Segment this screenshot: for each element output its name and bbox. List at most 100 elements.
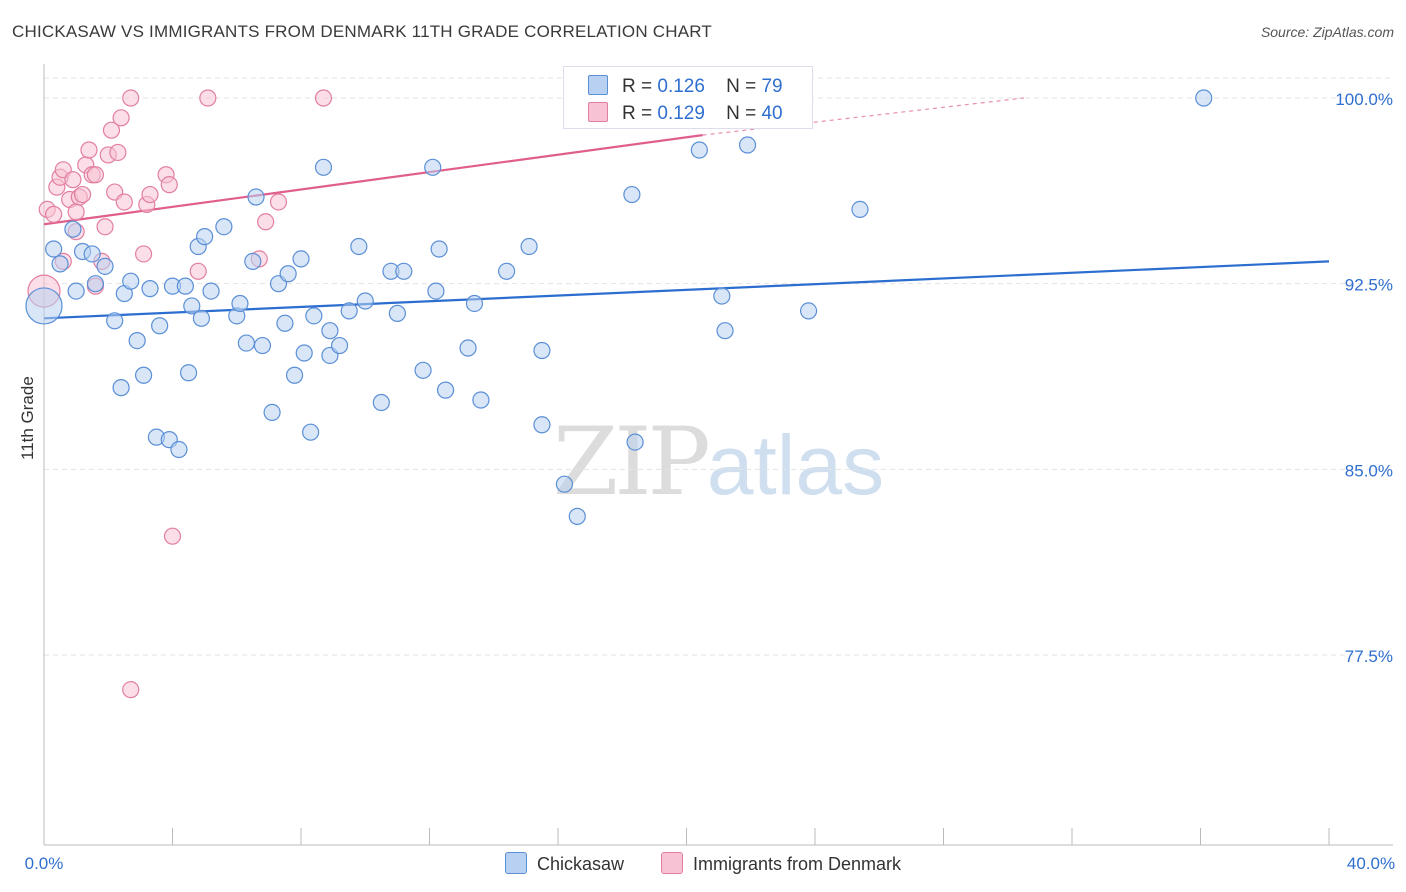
- point-chickasaw: [134, 366, 153, 384]
- n-label: N =: [726, 103, 757, 124]
- point-chickasaw: [395, 262, 413, 280]
- point-denmark: [163, 527, 182, 545]
- point-chickasaw: [305, 307, 323, 325]
- point-chickasaw: [436, 381, 455, 399]
- point-chickasaw: [372, 393, 390, 412]
- chart-title: CHICKASAW VS IMMIGRANTS FROM DENMARK 11T…: [12, 22, 712, 41]
- y-tick-label: 85.0%: [1345, 461, 1393, 480]
- trend-line-denmark-extrapolated: [702, 97, 1024, 136]
- source-label: Source: ZipAtlas.com: [1260, 24, 1394, 40]
- point-chickasaw: [321, 322, 339, 340]
- r-value: 0.126: [657, 76, 705, 97]
- point-chickasaw: [96, 257, 114, 275]
- point-chickasaw: [350, 237, 368, 256]
- point-denmark: [189, 262, 207, 280]
- point-chickasaw: [388, 304, 406, 322]
- series-legend: Chickasaw Immigrants from Denmark: [0, 852, 1406, 875]
- legend-swatch-pink: [661, 852, 683, 874]
- point-denmark: [122, 89, 140, 107]
- point-chickasaw: [83, 245, 101, 263]
- point-chickasaw: [25, 287, 63, 325]
- point-chickasaw: [151, 317, 169, 335]
- point-chickasaw: [295, 344, 313, 362]
- x-tick-label: 0.0%: [25, 854, 64, 873]
- point-chickasaw: [128, 332, 146, 350]
- point-chickasaw: [215, 218, 233, 236]
- point-chickasaw: [170, 440, 188, 459]
- stats-legend-row-denmark: R = 0.129 N = 40: [588, 102, 783, 126]
- point-denmark: [112, 109, 130, 127]
- point-chickasaw: [799, 302, 818, 320]
- point-chickasaw: [106, 312, 124, 330]
- point-chickasaw: [285, 366, 304, 384]
- point-denmark: [86, 166, 105, 184]
- point-chickasaw: [427, 282, 445, 300]
- point-chickasaw: [356, 292, 374, 310]
- point-denmark: [115, 193, 133, 211]
- point-chickasaw: [713, 287, 731, 305]
- point-chickasaw: [141, 280, 159, 298]
- point-chickasaw: [533, 341, 551, 360]
- point-chickasaw: [465, 294, 484, 313]
- point-chickasaw: [555, 475, 574, 493]
- point-chickasaw: [314, 158, 333, 176]
- y-tick-label: 100.0%: [1335, 90, 1393, 109]
- point-chickasaw: [183, 297, 201, 315]
- stats-legend-row-chickasaw: R = 0.126 N = 79: [588, 75, 783, 99]
- point-denmark: [96, 218, 114, 236]
- point-chickasaw: [459, 339, 477, 357]
- point-denmark: [109, 143, 127, 162]
- point-chickasaw: [520, 237, 538, 256]
- point-chickasaw: [253, 336, 272, 355]
- point-chickasaw: [498, 262, 516, 280]
- point-denmark: [45, 205, 63, 223]
- point-chickasaw: [45, 240, 63, 258]
- y-tick-label: 92.5%: [1345, 276, 1393, 295]
- n-value: 79: [761, 76, 783, 97]
- stats-legend: R = 0.126 N = 79 R = 0.129 N = 40: [563, 66, 813, 129]
- point-chickasaw: [716, 322, 734, 340]
- point-chickasaw: [179, 364, 198, 382]
- trend-line-chickasaw: [43, 260, 1330, 320]
- point-chickasaw: [568, 507, 586, 525]
- point-denmark: [73, 185, 92, 204]
- n-label: N =: [726, 76, 757, 97]
- legend-item-chickasaw: Chickasaw: [504, 852, 624, 875]
- point-denmark: [67, 203, 85, 221]
- point-chickasaw: [244, 252, 262, 270]
- x-tick-label: 40.0%: [1347, 854, 1395, 873]
- legend-swatch-pink: [588, 102, 608, 122]
- point-chickasaw: [231, 294, 249, 313]
- r-label: R =: [622, 76, 653, 97]
- point-chickasaw: [414, 361, 432, 379]
- point-chickasaw: [1195, 89, 1213, 107]
- point-chickasaw: [202, 282, 220, 300]
- point-chickasaw: [340, 302, 358, 320]
- point-chickasaw: [302, 423, 320, 441]
- point-chickasaw: [176, 277, 194, 295]
- r-label: R =: [622, 103, 653, 124]
- point-chickasaw: [279, 265, 297, 283]
- point-chickasaw: [237, 334, 255, 352]
- data-points: [25, 89, 1213, 699]
- r-value: 0.129: [657, 103, 705, 124]
- point-chickasaw: [247, 188, 265, 206]
- point-denmark: [122, 681, 140, 699]
- point-chickasaw: [533, 416, 551, 434]
- point-chickasaw: [276, 314, 294, 332]
- axes: [43, 64, 1393, 846]
- point-chickasaw: [86, 275, 105, 293]
- point-chickasaw: [112, 379, 130, 397]
- point-chickasaw: [472, 391, 490, 409]
- legend-label: Chickasaw: [536, 854, 624, 874]
- point-chickasaw: [64, 220, 82, 238]
- legend-item-denmark: Immigrants from Denmark: [661, 852, 901, 875]
- point-chickasaw: [51, 255, 69, 273]
- y-axis-label: 11th Grade: [18, 376, 37, 460]
- point-chickasaw: [690, 141, 708, 159]
- point-chickasaw: [192, 309, 211, 327]
- point-denmark: [269, 193, 288, 211]
- point-denmark: [102, 121, 121, 139]
- n-value: 40: [761, 103, 783, 124]
